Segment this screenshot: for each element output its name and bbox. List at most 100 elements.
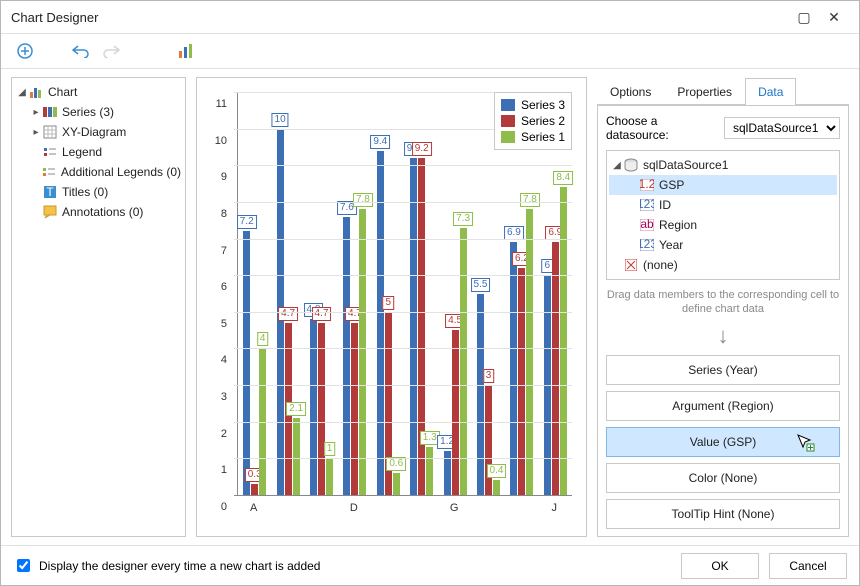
legend-icon — [42, 144, 58, 160]
bar-label: 8.4 — [553, 171, 573, 185]
tree-label: Titles (0) — [62, 185, 108, 199]
display-designer-check[interactable] — [17, 559, 30, 572]
tree-item[interactable]: ▸ Series (3) — [14, 102, 183, 122]
bar — [477, 294, 484, 496]
bar — [518, 268, 525, 495]
field-year[interactable]: 123Year — [609, 235, 837, 255]
tree-item[interactable]: Annotations (0) — [14, 202, 183, 222]
bar-label: 4 — [257, 332, 269, 346]
data-tab-body: Choose a datasource: sqlDataSource1 ◢sql… — [597, 105, 849, 537]
datasource-icon — [623, 157, 639, 173]
bar-label: 9.4 — [370, 135, 390, 149]
tab-properties[interactable]: Properties — [664, 78, 745, 105]
series-icon — [42, 104, 58, 120]
svg-text:1.2: 1.2 — [640, 179, 654, 191]
properties-pane: OptionsPropertiesData Choose a datasourc… — [597, 77, 849, 537]
field-type-icon: 123 — [639, 237, 655, 253]
none-icon — [623, 257, 639, 273]
bar-label: 7.3 — [453, 212, 473, 226]
bar-label: 7.8 — [353, 193, 373, 207]
tree-root-chart[interactable]: ◢ Chart — [14, 82, 183, 102]
field-type-icon: ab — [639, 217, 655, 233]
field-id[interactable]: 123ID — [609, 195, 837, 215]
tab-strip: OptionsPropertiesData — [597, 77, 849, 105]
arrow-down-icon: ↓ — [606, 325, 840, 347]
drop-cell[interactable]: Color (None) — [606, 463, 840, 493]
chart-icon — [28, 84, 44, 100]
drop-cell[interactable]: ToolTip Hint (None) — [606, 499, 840, 529]
tree-label: Annotations (0) — [62, 205, 143, 219]
svg-text:123: 123 — [640, 239, 654, 251]
cancel-button[interactable]: Cancel — [769, 553, 847, 579]
tree-label: Series (3) — [62, 105, 114, 119]
toolbar — [1, 33, 859, 69]
bar — [410, 158, 417, 495]
annot-icon — [42, 204, 58, 220]
structure-tree: ◢ Chart ▸ Series (3) ▸ XY-Diagram Legend Addi… — [11, 77, 186, 537]
footer: Display the designer every time a new ch… — [1, 545, 859, 585]
bar — [293, 418, 300, 495]
collapse-icon[interactable]: ◢ — [16, 87, 28, 98]
drop-cell[interactable]: Series (Year) — [606, 355, 840, 385]
field-type-icon: 1.2 — [639, 177, 655, 193]
chart-style-button[interactable] — [175, 39, 199, 63]
ok-button[interactable]: OK — [681, 553, 759, 579]
tab-data[interactable]: Data — [745, 78, 796, 105]
svg-text:ab: ab — [640, 219, 654, 231]
bar — [485, 385, 492, 495]
field-gsp[interactable]: 1.2GSP — [609, 175, 837, 195]
field-region[interactable]: abRegion — [609, 215, 837, 235]
tree-label: Additional Legends (0) — [61, 165, 181, 179]
field-type-icon: 123 — [639, 197, 655, 213]
tree-label: Chart — [48, 85, 77, 99]
bar — [310, 319, 317, 495]
bar — [326, 458, 333, 495]
bar — [359, 209, 366, 495]
bar-label: 4.7 — [312, 307, 332, 321]
bar-label: 2.1 — [286, 402, 306, 416]
bar-label: 0.4 — [487, 464, 507, 478]
ds-root[interactable]: ◢sqlDataSource1 — [609, 155, 837, 175]
drop-cell[interactable]: Argument (Region) — [606, 391, 840, 421]
add-button[interactable] — [13, 39, 37, 63]
legend2-icon — [42, 164, 57, 180]
datasource-label: Choose a datasource: — [606, 114, 718, 142]
bar-label: 9.2 — [412, 142, 432, 156]
tree-item[interactable]: ▸ XY-Diagram — [14, 122, 183, 142]
redo-button[interactable] — [99, 39, 123, 63]
tree-item[interactable]: T Titles (0) — [14, 182, 183, 202]
tree-item[interactable]: Additional Legends (0) — [14, 162, 183, 182]
tree-label: XY-Diagram — [62, 125, 126, 139]
tree-label: Legend — [62, 145, 102, 159]
drag-hint: Drag data members to the corresponding c… — [606, 288, 840, 317]
bar — [393, 473, 400, 495]
close-button[interactable]: ✕ — [819, 9, 849, 26]
tab-options[interactable]: Options — [597, 78, 664, 105]
bar — [343, 217, 350, 495]
drop-cell[interactable]: Value (GSP) — [606, 427, 840, 457]
svg-text:T: T — [46, 185, 54, 199]
bar — [251, 484, 258, 495]
grid-icon — [42, 124, 58, 140]
bar — [510, 242, 517, 495]
bar-label: 10 — [272, 113, 289, 127]
titlebar: Chart Designer ▢ ✕ — [1, 1, 859, 33]
bar-label: 5 — [383, 296, 395, 310]
bar-label: 4.7 — [278, 307, 298, 321]
legend-item: Series 1 — [501, 129, 565, 145]
bar-label: 5.5 — [471, 278, 491, 292]
bar — [493, 480, 500, 495]
maximize-button[interactable]: ▢ — [789, 9, 819, 26]
expand-icon[interactable]: ▸ — [30, 127, 42, 138]
tree-item[interactable]: Legend — [14, 142, 183, 162]
bar — [426, 447, 433, 495]
undo-button[interactable] — [69, 39, 93, 63]
display-designer-checkbox[interactable]: Display the designer every time a new ch… — [13, 556, 320, 575]
main-body: ◢ Chart ▸ Series (3) ▸ XY-Diagram Legend Addi… — [1, 69, 859, 545]
window-title: Chart Designer — [11, 10, 789, 25]
expand-icon[interactable]: ▸ — [30, 107, 42, 118]
bar — [243, 231, 250, 495]
datasource-select[interactable]: sqlDataSource1 — [724, 117, 840, 139]
field-none[interactable]: (none) — [609, 255, 837, 275]
chart-preview: Series 3Series 2Series 1 01234567891011 … — [196, 77, 587, 537]
